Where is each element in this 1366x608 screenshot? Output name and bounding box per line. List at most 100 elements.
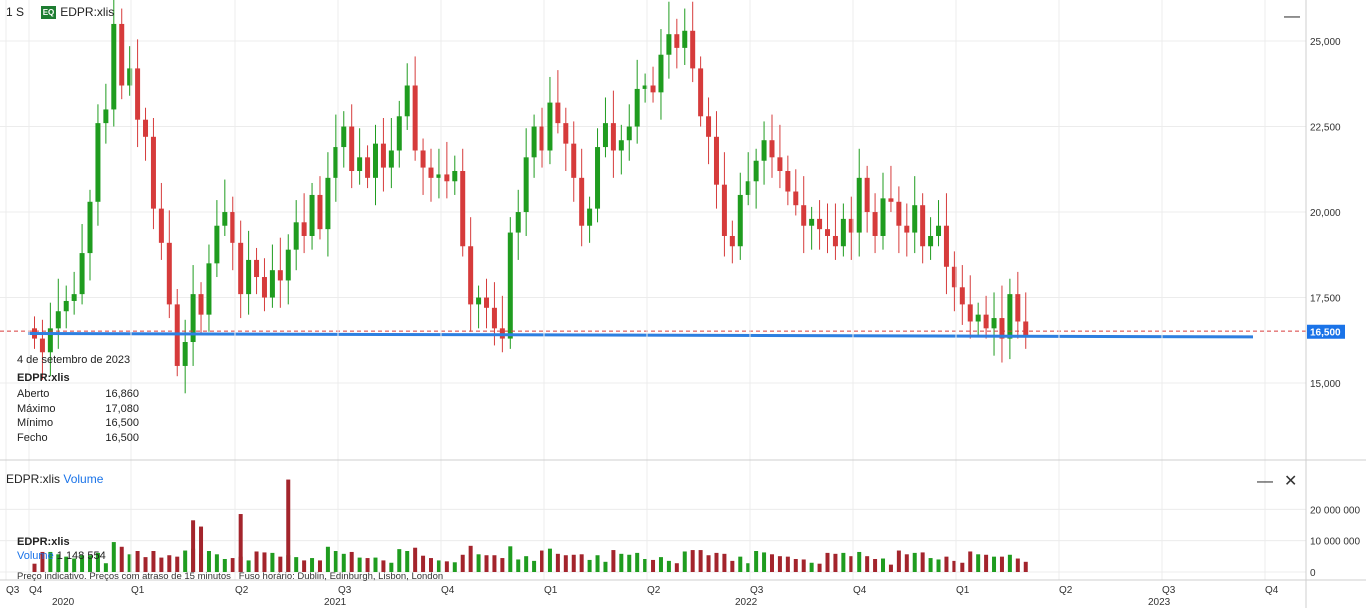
volume-bar — [119, 546, 124, 572]
volume-bar — [722, 553, 727, 572]
candle-body — [626, 126, 632, 141]
time-axis: Q3 Q4 Q1 Q2 Q3 Q4 Q1 Q2 Q3 Q4 Q1 Q2 Q3 Q4 2020 2021 2022… — [5, 0, 1279, 608]
equity-badge: EQ — [40, 6, 57, 19]
volume-bar — [1023, 561, 1028, 572]
candle-body — [523, 157, 529, 213]
candle-body — [809, 218, 815, 226]
price-tick-label: 22,500 — [1310, 123, 1341, 134]
volume-bar — [682, 551, 687, 572]
candle-body — [872, 212, 878, 236]
candle-body — [484, 297, 490, 308]
volume-bar — [278, 556, 283, 572]
candle-body — [777, 157, 783, 172]
volume-bar — [627, 554, 632, 572]
volume-bar — [833, 553, 838, 572]
interval-selector[interactable]: 1 S — [6, 5, 25, 19]
candle-body — [254, 259, 260, 278]
price-tick-label: 15,000 — [1310, 379, 1341, 390]
volume-bar — [825, 552, 830, 572]
candle-body — [674, 34, 680, 48]
close-icon[interactable]: ✕ — [1284, 473, 1298, 490]
candle-body — [737, 194, 743, 247]
candle-body — [507, 232, 513, 339]
volume-bar — [32, 563, 37, 572]
volume-bar — [968, 551, 973, 572]
quarter-label: Q1 — [131, 585, 145, 596]
candle-body — [579, 177, 585, 226]
candle-body — [840, 218, 846, 247]
candle-body — [650, 85, 656, 93]
candle-body — [896, 201, 902, 226]
volume-bar — [476, 554, 481, 572]
candle-body — [825, 229, 830, 236]
candle-body — [55, 311, 61, 329]
candle-body — [729, 235, 735, 247]
candle-body — [983, 314, 989, 329]
candle-body — [999, 318, 1005, 339]
quarter-label: Q3 — [6, 585, 20, 596]
volume-bar — [571, 554, 576, 572]
candle-body — [769, 140, 775, 158]
symbol-label[interactable]: EDPR:xlis — [60, 5, 115, 19]
volume-bar — [881, 558, 886, 572]
volume-bar — [183, 550, 188, 572]
quarter-label: Q3 — [338, 585, 352, 596]
candle-body — [158, 208, 164, 243]
volume-study-link[interactable]: Volume — [63, 472, 104, 486]
volume-header: EDPR:xlis Volume — [6, 472, 103, 486]
volume-bar — [532, 560, 537, 572]
info-row-low: Mínimo 16,500 — [17, 417, 139, 429]
volume-bar — [928, 558, 933, 572]
candle-body — [166, 242, 172, 305]
volume-bar — [873, 558, 878, 572]
year-label: 2021 — [324, 597, 347, 608]
candle-body — [182, 342, 188, 366]
volume-info-box: EDPR:xlis Volume 1 148 554 — [17, 536, 106, 562]
candle-body — [190, 294, 196, 343]
volume-tick-label: 10 000 000 — [1310, 537, 1360, 548]
volume-bar — [888, 564, 893, 572]
volume-bar — [127, 554, 132, 572]
volume-bar — [658, 557, 663, 572]
candle-body — [515, 212, 521, 233]
candle-body — [206, 263, 212, 315]
candle-body — [428, 167, 434, 178]
volume-bar-spike — [238, 514, 243, 572]
volume-bar — [698, 550, 703, 572]
candle-body — [539, 126, 545, 151]
volume-bar — [587, 559, 592, 572]
volume-bar — [999, 556, 1004, 572]
candle-body — [555, 102, 561, 124]
trendline — [27, 331, 1254, 339]
quarter-label: Q1 — [956, 585, 970, 596]
volume-bar — [666, 560, 671, 572]
candle-body — [444, 174, 450, 182]
candle-body — [214, 225, 220, 264]
volume-bar — [159, 557, 164, 572]
volume-bar — [603, 561, 608, 572]
candle-body — [912, 205, 918, 233]
minimize-volume-icon[interactable]: — — [1257, 473, 1273, 490]
minimize-icon[interactable]: — — [1284, 8, 1300, 25]
volume-bar — [167, 555, 172, 572]
volume-bar — [500, 558, 505, 572]
candle-body — [761, 140, 767, 161]
volume-bar — [793, 558, 798, 572]
candle-body — [111, 23, 117, 110]
candle-body — [388, 150, 394, 168]
candle-body — [1015, 294, 1021, 322]
candle-body — [801, 205, 807, 226]
volume-bar — [429, 558, 433, 572]
volume-bar — [611, 550, 616, 572]
volume-info-symbol: EDPR:xlis — [17, 536, 70, 548]
volume-bar — [769, 554, 774, 572]
candle-body — [904, 225, 910, 233]
volume-bar — [555, 553, 560, 572]
candle-body — [261, 277, 267, 298]
volume-bar — [690, 550, 695, 572]
volume-axis: 20 000 000 10 000 000 0 — [1310, 505, 1360, 579]
candle-body — [349, 126, 355, 172]
volume-bar — [944, 556, 949, 572]
volume-bar — [992, 556, 997, 572]
